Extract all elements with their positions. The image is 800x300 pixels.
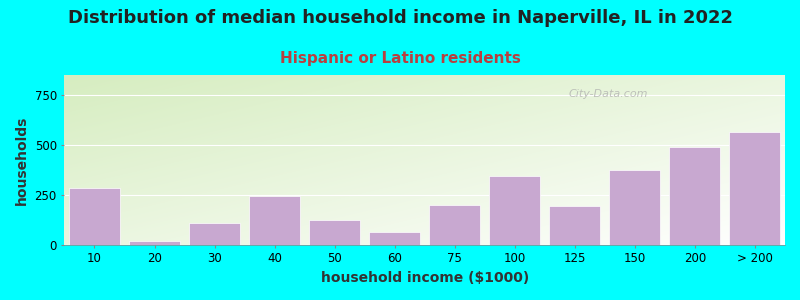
- Text: City-Data.com: City-Data.com: [569, 88, 648, 99]
- Bar: [189, 223, 240, 245]
- Bar: [69, 188, 120, 245]
- Bar: [369, 232, 420, 245]
- Bar: [129, 241, 180, 245]
- Bar: [430, 205, 480, 245]
- Bar: [610, 170, 661, 245]
- Bar: [730, 132, 781, 245]
- Bar: [249, 196, 300, 245]
- Bar: [490, 176, 540, 245]
- Text: Hispanic or Latino residents: Hispanic or Latino residents: [279, 51, 521, 66]
- Bar: [550, 206, 600, 245]
- Y-axis label: households: households: [15, 115, 29, 205]
- Bar: [670, 147, 721, 245]
- X-axis label: household income ($1000): household income ($1000): [321, 271, 529, 285]
- Text: Distribution of median household income in Naperville, IL in 2022: Distribution of median household income …: [67, 9, 733, 27]
- Bar: [309, 220, 360, 245]
